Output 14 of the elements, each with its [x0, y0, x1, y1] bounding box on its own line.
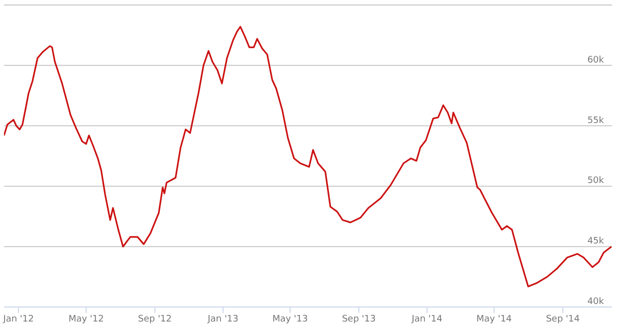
- y-tick-label: 55k: [587, 116, 605, 126]
- x-tick-label: Jan '13: [206, 314, 238, 324]
- y-tick-label: 45k: [587, 236, 605, 247]
- y-tick-label: 60k: [587, 55, 605, 66]
- x-tick-label: Sep '13: [342, 314, 376, 324]
- y-tick-label: 40k: [587, 297, 605, 307]
- x-tick-label: Jan '14: [410, 314, 443, 324]
- x-tick-label: Sep '14: [546, 314, 580, 324]
- y-tick-label: 50k: [587, 176, 605, 186]
- x-tick-label: Sep '12: [138, 314, 172, 324]
- x-tick-label: Jan '12: [2, 314, 34, 324]
- x-tick-label: May '13: [272, 314, 308, 324]
- x-tick-label: May '12: [68, 314, 104, 324]
- x-tick-label: May '14: [476, 314, 512, 324]
